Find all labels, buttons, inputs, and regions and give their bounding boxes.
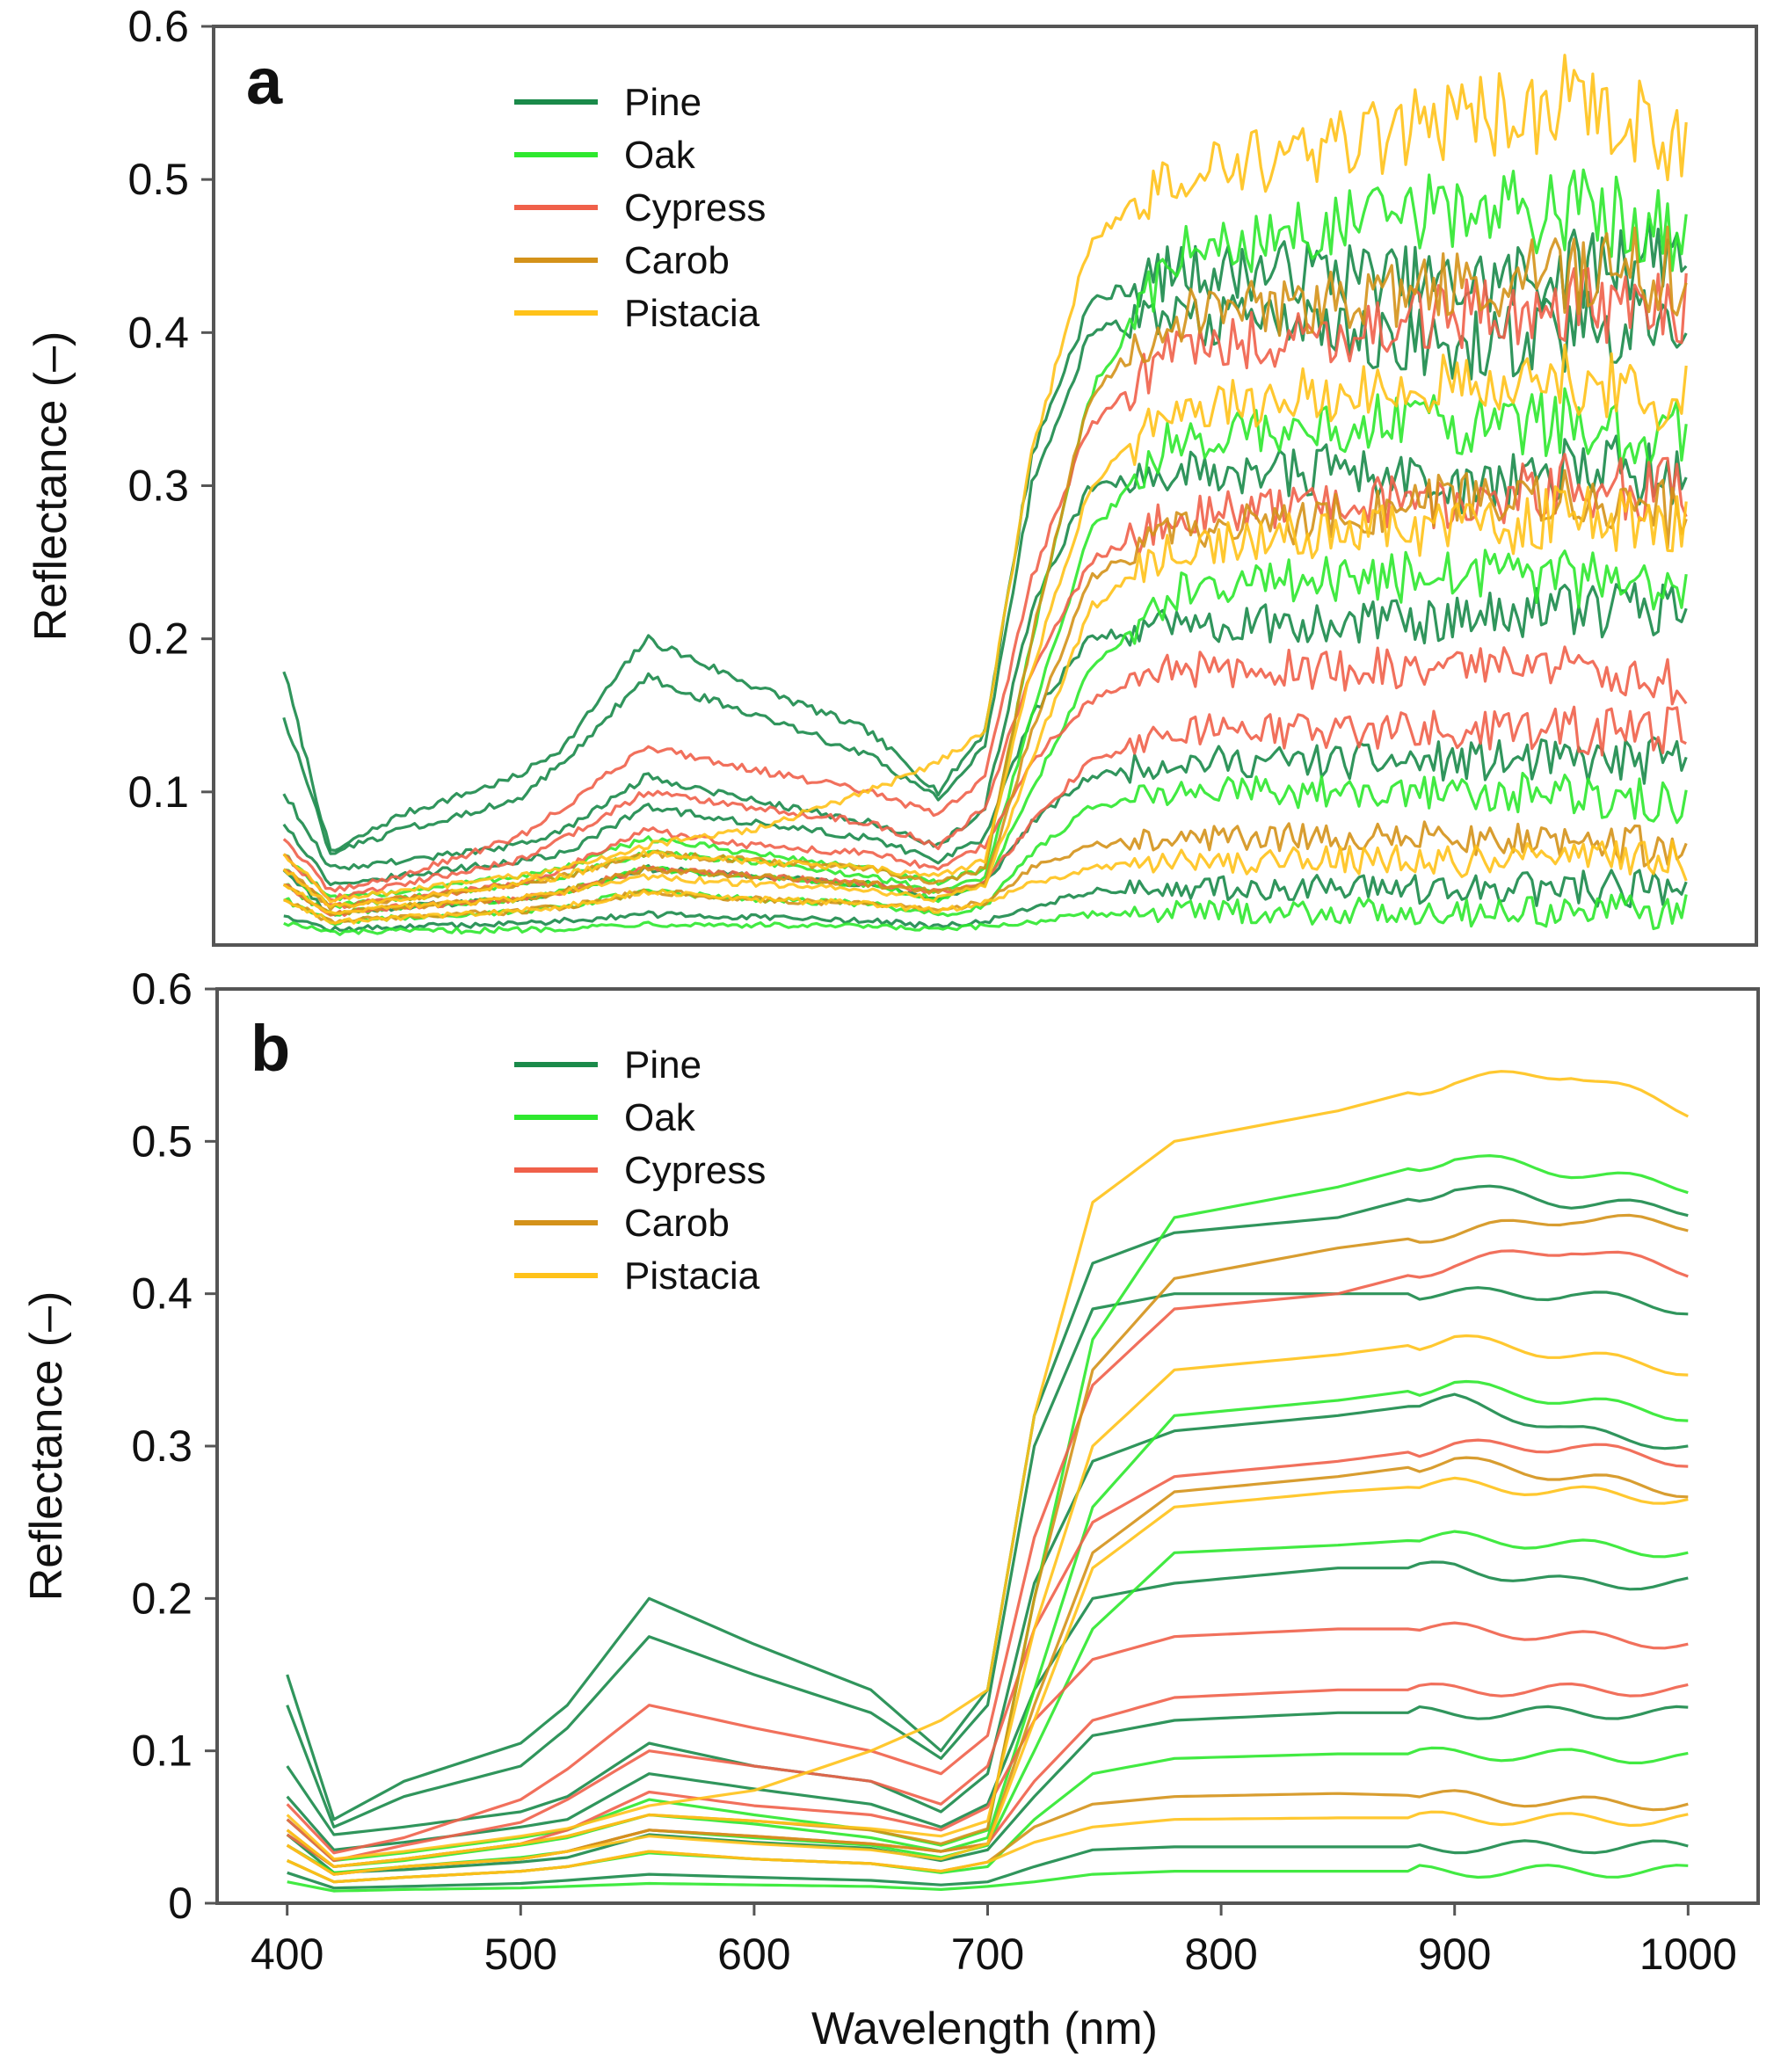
legend-label-carob: Carob bbox=[624, 1202, 730, 1245]
x-tick-label: 600 bbox=[717, 1930, 790, 1979]
panel-a: 0.6 0.5 0.4 0.3 0.2 0.1 a Reflectance (–) Pin… bbox=[25, 2, 1758, 947]
spectrum-line-pine bbox=[287, 1839, 1689, 1890]
spectrum-line-pine bbox=[286, 1286, 1689, 1828]
y-tick-label: 0.3 bbox=[131, 1421, 193, 1471]
legend-label-pine: Pine bbox=[624, 1043, 701, 1087]
spectrum-line-cypress bbox=[286, 1249, 1689, 1855]
panel-b: 0.6 0.5 0.4 0.3 0.2 0.1 0 400 500 600 700 800 900 10… bbox=[21, 964, 1760, 2054]
spectrum-line-pistacia bbox=[286, 1334, 1689, 1868]
panel-b-x-ticks: 400 500 600 700 800 900 1000 bbox=[251, 1903, 1737, 1979]
y-tick-label: 0.2 bbox=[127, 614, 189, 664]
panel-b-letter: b bbox=[251, 1012, 290, 1085]
spectrum-line-oak bbox=[286, 1530, 1689, 1874]
spectrum-line-pine bbox=[282, 582, 1688, 887]
spectrum-line-pistacia bbox=[282, 343, 1688, 909]
y-tick-label: 0.3 bbox=[127, 462, 189, 511]
panel-a-y-axis-title: Reflectance (–) bbox=[25, 331, 76, 642]
legend-label-pistacia: Pistacia bbox=[624, 292, 760, 335]
x-tick-label: 900 bbox=[1418, 1930, 1491, 1979]
panel-a-letter: a bbox=[246, 45, 283, 118]
y-tick-label: 0.6 bbox=[127, 2, 189, 51]
y-tick-label: 0.4 bbox=[131, 1269, 193, 1319]
panel-b-spectra bbox=[286, 1070, 1690, 1893]
x-tick-label: 700 bbox=[951, 1930, 1024, 1979]
x-tick-label: 500 bbox=[484, 1930, 557, 1979]
spectrum-line-pistacia bbox=[282, 54, 1688, 904]
y-tick-label: 0.1 bbox=[131, 1727, 193, 1776]
y-tick-label: 0.5 bbox=[127, 155, 189, 204]
spectrum-line-pistacia bbox=[286, 1070, 1690, 1861]
panel-a-spectra bbox=[282, 54, 1688, 936]
legend-label-pine: Pine bbox=[624, 81, 701, 124]
legend-label-oak: Oak bbox=[624, 134, 696, 177]
spectrum-line-pine bbox=[286, 1705, 1689, 1874]
spectrum-line-oak bbox=[286, 1379, 1689, 1868]
panel-a-y-ticks: 0.6 0.5 0.4 0.3 0.2 0.1 bbox=[127, 2, 214, 817]
spectrum-line-pine bbox=[282, 287, 1688, 855]
spectrum-line-pistacia bbox=[283, 840, 1688, 925]
spectrum-line-cypress bbox=[286, 1438, 1689, 1863]
panel-a-legend: Pine Oak Cypress Carob Pistacia bbox=[514, 81, 766, 335]
spectrum-line-oak bbox=[286, 1154, 1689, 1863]
spectrum-line-pistacia bbox=[287, 1810, 1689, 1884]
legend-label-oak: Oak bbox=[624, 1096, 696, 1139]
x-tick-label: 800 bbox=[1184, 1930, 1257, 1979]
y-tick-label: 0.6 bbox=[131, 964, 193, 1014]
panel-b-legend: Pine Oak Cypress Carob Pistacia bbox=[514, 1043, 766, 1298]
y-tick-label: 0.5 bbox=[131, 1116, 193, 1166]
spectrum-line-pine bbox=[286, 1392, 1689, 1836]
legend-label-carob: Carob bbox=[624, 239, 730, 282]
y-tick-label: 0 bbox=[168, 1879, 193, 1928]
spectrum-line-oak bbox=[287, 1864, 1689, 1893]
panel-b-x-axis-title: Wavelength (nm) bbox=[811, 2003, 1158, 2054]
legend-label-pistacia: Pistacia bbox=[624, 1254, 760, 1298]
spectrum-line-pistacia bbox=[282, 485, 1688, 916]
spectrum-line-pine bbox=[283, 869, 1688, 933]
spectrum-line-oak bbox=[283, 892, 1688, 936]
spectrum-line-pistacia bbox=[286, 1476, 1689, 1876]
y-tick-label: 0.2 bbox=[131, 1574, 193, 1623]
panel-b-y-ticks: 0.6 0.5 0.4 0.3 0.2 0.1 0 bbox=[131, 964, 217, 1928]
x-tick-label: 1000 bbox=[1639, 1930, 1737, 1979]
x-tick-label: 400 bbox=[251, 1930, 323, 1979]
y-tick-label: 0.4 bbox=[127, 308, 189, 357]
legend-label-cypress: Cypress bbox=[624, 186, 766, 229]
panel-b-y-axis-title: Reflectance (–) bbox=[21, 1291, 72, 1602]
legend-label-cypress: Cypress bbox=[624, 1149, 766, 1192]
y-tick-label: 0.1 bbox=[127, 767, 189, 817]
spectrum-line-pine bbox=[286, 1560, 1689, 1851]
